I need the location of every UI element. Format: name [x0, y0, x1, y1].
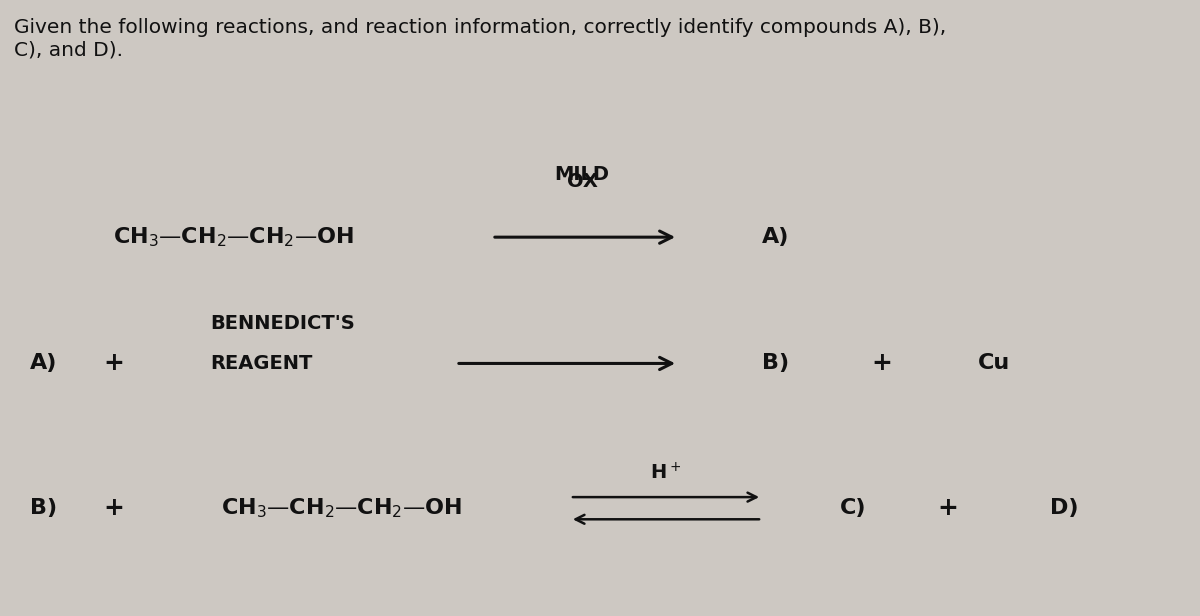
- Text: BENNEDICT'S: BENNEDICT'S: [210, 314, 355, 333]
- Text: Cu: Cu: [978, 354, 1010, 373]
- Text: CH$_3$—CH$_2$—CH$_2$—OH: CH$_3$—CH$_2$—CH$_2$—OH: [114, 225, 354, 249]
- Text: B): B): [762, 354, 790, 373]
- Text: A): A): [762, 227, 790, 247]
- Text: B): B): [30, 498, 58, 518]
- Text: Given the following reactions, and reaction information, correctly identify comp: Given the following reactions, and react…: [14, 18, 947, 60]
- Text: +: +: [103, 496, 125, 520]
- Text: CH$_3$—CH$_2$—CH$_2$—OH: CH$_3$—CH$_2$—CH$_2$—OH: [222, 496, 462, 520]
- Text: REAGENT: REAGENT: [210, 354, 312, 373]
- Text: +: +: [103, 352, 125, 375]
- Text: OX: OX: [566, 172, 598, 191]
- Text: +: +: [937, 496, 959, 520]
- Text: H$^+$: H$^+$: [650, 462, 682, 484]
- Text: A): A): [30, 354, 58, 373]
- Text: MILD: MILD: [554, 164, 610, 184]
- Text: D): D): [1050, 498, 1079, 518]
- Text: +: +: [871, 352, 893, 375]
- Text: C): C): [840, 498, 866, 518]
